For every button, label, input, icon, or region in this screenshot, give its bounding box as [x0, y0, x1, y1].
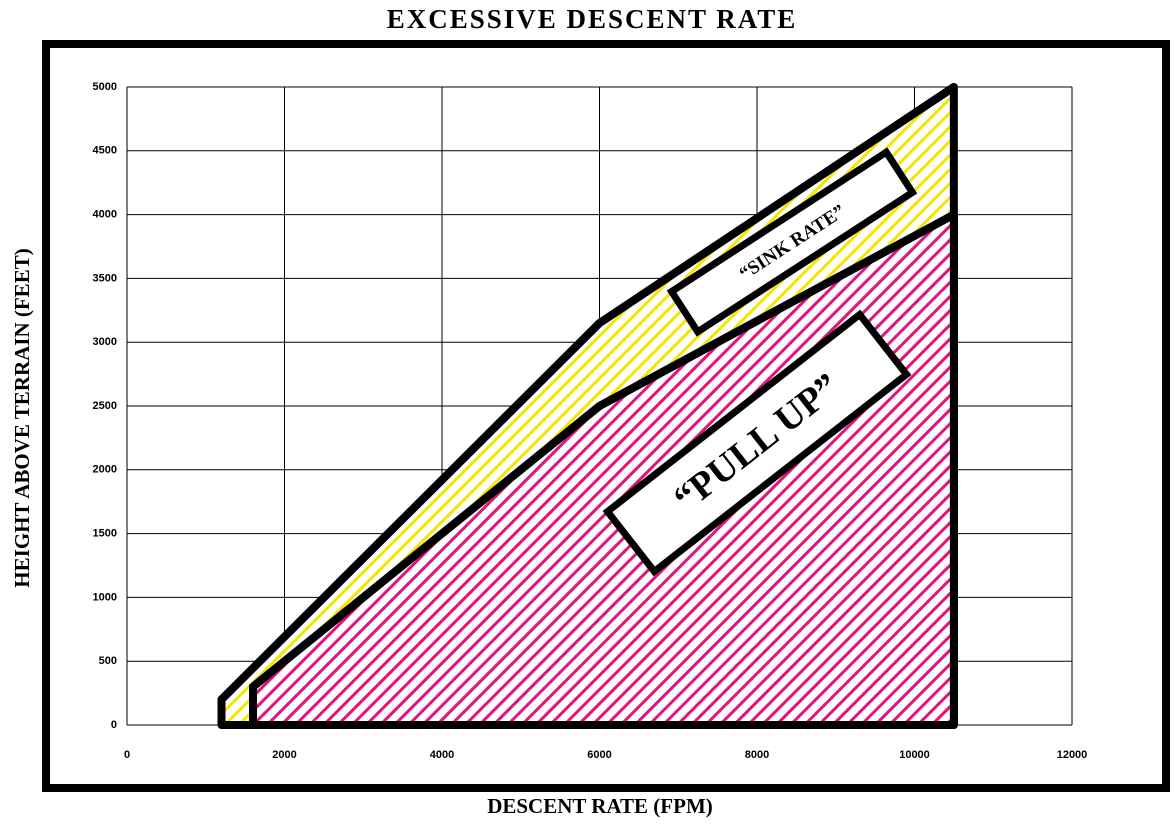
callout-box	[666, 147, 918, 337]
x-tick-label: 0	[124, 749, 130, 761]
y-tick-label: 1000	[93, 591, 117, 603]
x-tick-label: 10000	[899, 749, 930, 761]
area-edge	[217, 83, 958, 704]
y-tick-label: 0	[111, 719, 117, 731]
x-tick-label: 2000	[272, 749, 296, 761]
x-tick-label: 4000	[430, 749, 454, 761]
chart-title: EXCESSIVE DESCENT RATE	[387, 4, 798, 34]
y-tick-label: 2500	[93, 400, 117, 412]
y-tick-label: 500	[99, 655, 117, 667]
plot-area: 0 2000 4000 6000 8000 10000 12000 0 500 1000 1500 2…	[93, 81, 1088, 761]
y-tick-label: 1500	[93, 528, 117, 540]
y-tick-label: 4500	[93, 145, 117, 157]
x-tick-label: 6000	[587, 749, 611, 761]
x-tick-label: 12000	[1057, 749, 1088, 761]
y-tick-label: 3000	[93, 336, 117, 348]
callout-box	[602, 309, 912, 577]
y-tick-label: 4000	[93, 209, 117, 221]
y-tick-label: 5000	[93, 81, 117, 93]
y-tick-label: 3500	[93, 272, 117, 284]
area-edge	[249, 210, 958, 691]
y-axis-label: HEIGHT ABOVE TERRAIN (FEET)	[10, 248, 34, 587]
frame	[42, 40, 1170, 792]
x-tick-label: 8000	[745, 749, 769, 761]
x-axis-label: DESCENT RATE (FPM)	[487, 794, 713, 818]
y-tick-label: 2000	[93, 464, 117, 476]
